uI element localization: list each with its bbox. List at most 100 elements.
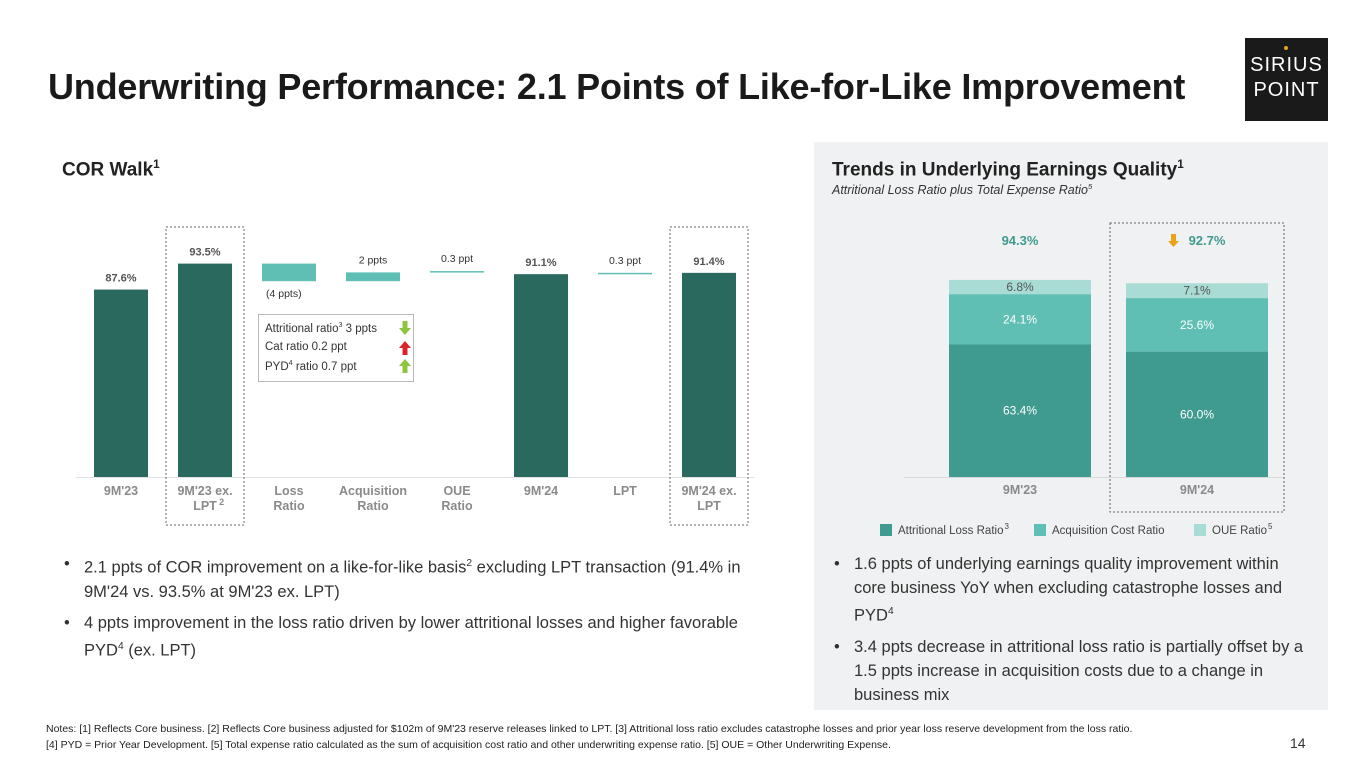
legend-swatch-0 [880, 524, 892, 536]
earnings-quality-subtitle-text: Attritional Loss Ratio plus Total Expens… [832, 183, 1088, 198]
attritional-ratio-label: Attritional ratio [265, 322, 339, 335]
data-label-6: 0.3 ppt [609, 255, 641, 267]
segment-label-0-1: 24.1% [1003, 312, 1037, 326]
category-label-3-line1: Acquisition [339, 484, 407, 498]
bar-4 [430, 271, 484, 273]
legend-swatch-1 [1034, 524, 1046, 536]
cat-ratio-row: Cat ratio 0.2 ppt [265, 341, 347, 353]
bar-1 [178, 263, 232, 477]
page-number: 14 [1290, 735, 1306, 751]
attritional-ratio-sup: 3 [338, 321, 343, 329]
footnotes: Notes: [1] Reflects Core business. [2] R… [46, 721, 1276, 753]
attritional-ratio-value: 3 ppts [342, 322, 378, 335]
bar-0 [94, 289, 148, 477]
footnote-line-2: [4] PYD = Prior Year Development. [5] To… [46, 739, 891, 751]
right-bullet-2-text: 3.4 ppts decrease in attritional loss ra… [854, 637, 1304, 704]
category-label-1-line1: 9M'23 ex. [177, 484, 232, 498]
category-label-6: LPT [613, 484, 637, 498]
bar-5 [514, 274, 568, 477]
right-bullet-2: • 3.4 ppts decrease in attritional loss r… [834, 637, 1304, 704]
total-label-1: 92.7% [1189, 233, 1226, 248]
earnings-quality-subtitle: Attritional Loss Ratio plus Total Expens… [832, 182, 1092, 197]
legend-sup-0: 3 [1004, 522, 1009, 531]
left-bullet-1: • 2.1 ppts of COR improvement on a like-f… [64, 555, 741, 601]
attritional-ratio-row: Attritional ratio3 3 ppts [265, 321, 377, 335]
segment-label-1-1: 25.6% [1180, 318, 1214, 332]
category-label-0: 9M'23 [1003, 483, 1037, 497]
bar-2 [262, 263, 316, 282]
category-label-2-line2: Ratio [273, 499, 305, 513]
stack-segment-1-0 [1126, 351, 1268, 477]
left-bullet-1-text: 2.1 ppts of COR improvement on a like-fo… [84, 558, 467, 577]
data-label-2: (4 ppts) [266, 288, 302, 300]
logo-text-bottom: POINT [1253, 79, 1320, 101]
earnings-quality-title-text: Trends in Underlying Earnings Quality [832, 159, 1178, 181]
left-bullet-2: • 4 ppts improvement in the loss ratio dr… [64, 613, 738, 660]
category-label-4-line2: Ratio [441, 499, 473, 513]
right-bullet-list: • 1.6 ppts of underlying earnings quality… [832, 552, 1312, 714]
current-period-highlight-box [1109, 222, 1285, 513]
stack-segment-1-2 [1126, 283, 1268, 299]
legend-label-0: Attritional Loss Ratio [898, 525, 1003, 537]
page-title: Underwriting Performance: 2.1 Points of … [48, 66, 1186, 107]
segment-label-1-0: 60.0% [1180, 407, 1214, 421]
cor-walk-title-text: COR Walk [62, 159, 154, 181]
legend-sup-2: 5 [1268, 522, 1273, 531]
total-label-0: 94.3% [1002, 233, 1039, 248]
earnings-quality-subtitle-sup: 5 [1087, 182, 1093, 191]
left-bullet-1-text-post: excluding LPT transaction (91.4% in 9M'2… [84, 558, 741, 601]
pyd-ratio-sup: 4 [288, 359, 293, 367]
bar-7 [682, 272, 736, 477]
segment-label-0-2: 6.8% [1006, 280, 1034, 294]
legend-label-1: Acquisition Cost Ratio [1052, 525, 1165, 537]
category-label-1-line2: LPT [193, 499, 217, 513]
right-bullet-1: • 1.6 ppts of underlying earnings quality… [834, 555, 1283, 625]
data-label-4: 0.3 ppt [441, 253, 473, 265]
right-bullet-1-sup: 4 [887, 606, 894, 617]
footnote-line-1: Notes: [1] Reflects Core business. [2] R… [46, 723, 1133, 735]
earnings-quality-chart: 63.4% 24.1% 6.8% 94.3% 9M'23 60.0% 25.6% 7.1% 92… [880, 222, 1285, 537]
data-label-7: 91.4% [693, 256, 724, 268]
stack-segment-0-0 [949, 344, 1091, 477]
category-label-4-line1: OUE [443, 484, 470, 498]
category-label-7-line1: 9M'24 ex. [681, 484, 736, 498]
left-bullet-1-sup: 2 [466, 558, 473, 569]
earnings-quality-title-sup: 1 [1177, 158, 1184, 171]
category-label-7-line2: LPT [697, 499, 721, 513]
category-label-2-line1: Loss [274, 484, 303, 498]
left-bullet-2-sup: 4 [117, 640, 124, 652]
logo-dot-icon [1284, 46, 1288, 50]
logo-text-top: SIRIUS [1250, 54, 1323, 76]
cor-walk-title: COR Walk1 [62, 158, 160, 181]
bar-3 [346, 272, 400, 282]
stack-segment-1-1 [1126, 298, 1268, 352]
legend-label-2: OUE Ratio [1212, 525, 1267, 537]
cor-walk-title-sup: 1 [153, 158, 160, 171]
segment-label-1-2: 7.1% [1183, 283, 1211, 297]
left-bullet-list: • 2.1 ppts of COR improvement on a like-f… [62, 552, 782, 669]
earnings-quality-title: Trends in Underlying Earnings Quality1 [832, 158, 1184, 181]
category-label-3-line2: Ratio [357, 499, 389, 513]
improvement-arrow-shaft [1171, 234, 1176, 241]
sirius-point-logo: SIRIUS POINT [1245, 38, 1328, 121]
stack-segment-0-1 [949, 294, 1091, 345]
data-label-0: 87.6% [105, 273, 136, 285]
data-label-5: 91.1% [525, 257, 556, 269]
data-label-1: 93.5% [189, 247, 220, 259]
bar-6 [598, 272, 652, 275]
category-sup-1: 2 [219, 497, 224, 507]
segment-label-0-0: 63.4% [1003, 404, 1037, 418]
category-label-5: 9M'24 [524, 484, 558, 498]
data-label-3: 2 ppts [359, 254, 388, 266]
left-bullet-2-text: 4 ppts improvement in the loss ratio dri… [84, 613, 738, 660]
category-label-0: 9M'23 [104, 484, 138, 498]
legend-swatch-2 [1194, 524, 1206, 536]
right-bullet-1-text: 1.6 ppts of underlying earnings quality … [854, 555, 1283, 625]
pyd-ratio-value: ratio 0.7 ppt [292, 360, 357, 373]
left-bullet-2-text-post: (ex. LPT) [123, 641, 197, 659]
improvement-arrow-head [1168, 241, 1179, 247]
pyd-ratio-label: PYD [265, 360, 289, 373]
category-label-1: 9M'24 [1180, 483, 1214, 497]
improvement-arrow-icon [1168, 234, 1179, 247]
